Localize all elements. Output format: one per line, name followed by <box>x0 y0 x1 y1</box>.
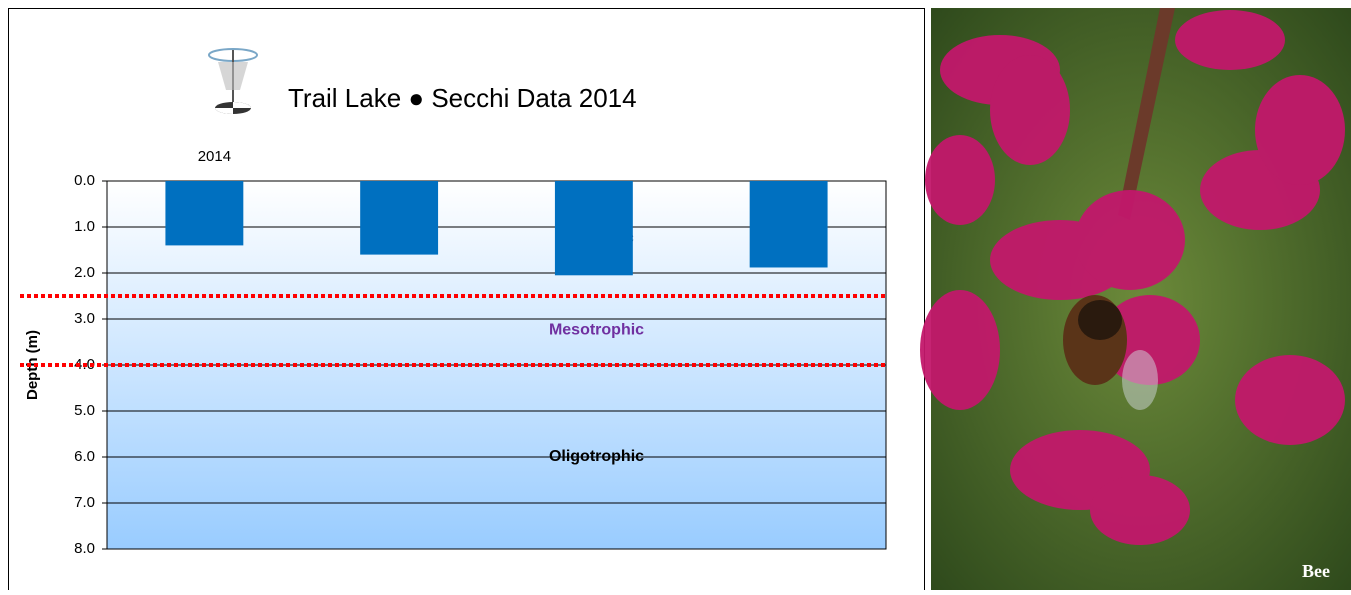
bar <box>750 181 828 267</box>
y-tick-label: 3.0 <box>74 310 95 327</box>
y-tick-label: 6.0 <box>74 448 95 465</box>
y-tick-label: 2.0 <box>74 264 95 281</box>
y-tick-label: 7.0 <box>74 494 95 511</box>
y-tick-label: 5.0 <box>74 402 95 419</box>
bar <box>360 181 438 255</box>
zone-label: Oligotrophic <box>549 448 644 465</box>
bar <box>165 181 243 245</box>
y-axis-label: Depth (m) <box>24 330 41 400</box>
screen: Trail Lake ● Secchi Data 2014 0.0 1.0 2.0 3… <box>0 0 1351 590</box>
x-tick-label: 2014 <box>198 148 231 165</box>
photo: Bee <box>920 8 1351 590</box>
y-tick-label: 1.0 <box>74 218 95 235</box>
y-tick-label: 8.0 <box>74 540 95 557</box>
photo-caption: Bee <box>1302 561 1330 581</box>
page: {"chart_data": {"type": "bar", "title": … <box>0 0 1351 590</box>
chart-title: Trail Lake ● Secchi Data 2014 <box>288 83 637 113</box>
y-tick-label: 0.0 <box>74 172 95 189</box>
zone-label: Mesotrophic <box>549 322 644 339</box>
bar <box>555 181 633 275</box>
